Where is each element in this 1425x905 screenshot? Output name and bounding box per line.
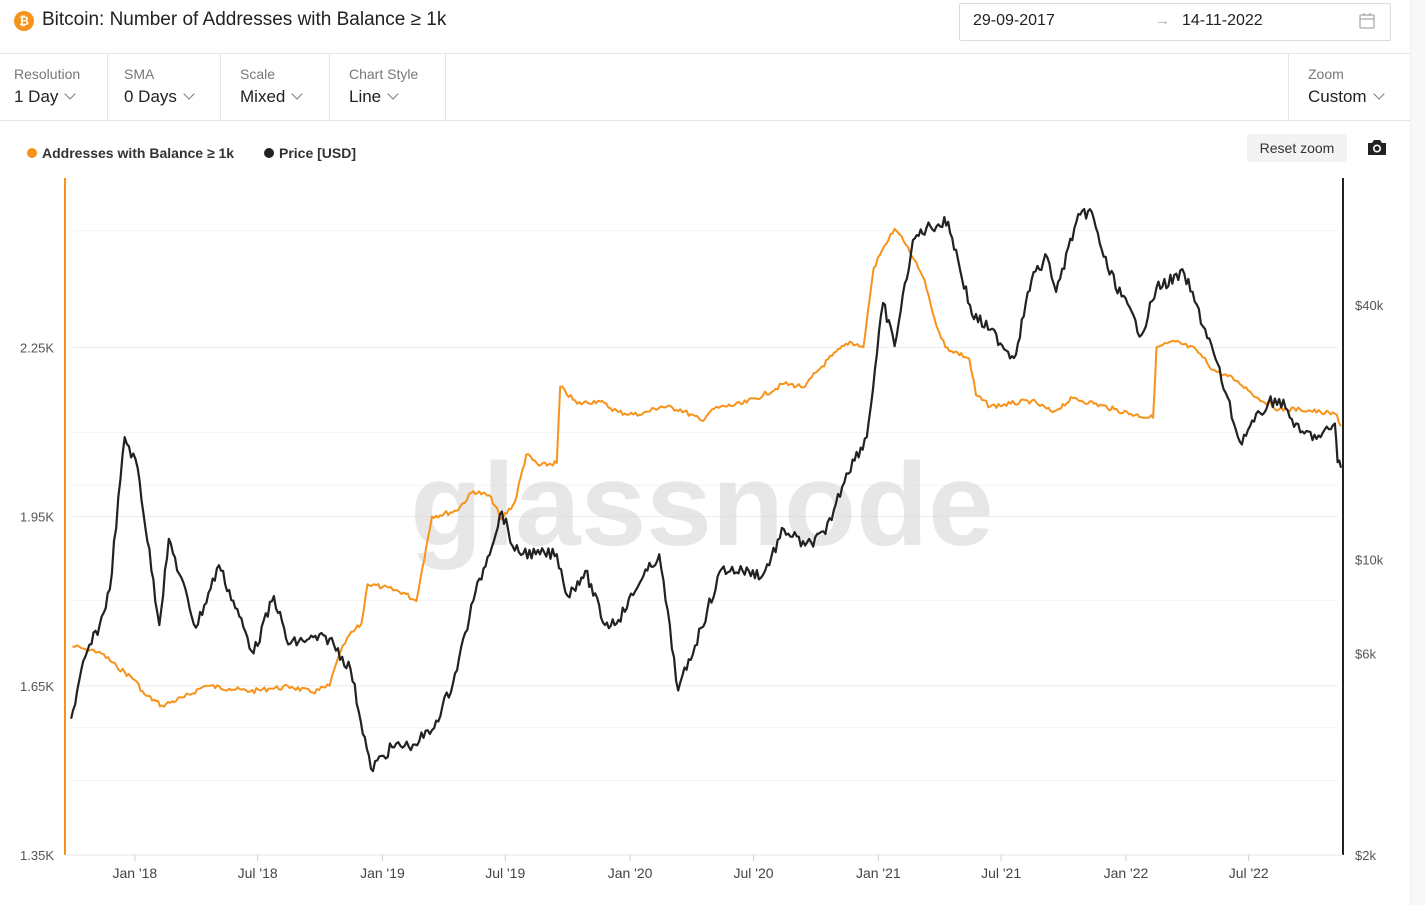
chart-legend: Addresses with Balance ≥ 1k Price [USD] [27,145,382,161]
y-right-tick-label: $40k [1355,298,1384,313]
chevron-down-icon [291,88,304,100]
legend-item-price[interactable]: Price [USD] [264,145,356,161]
y-left-tick-label: 1.35K [20,848,54,863]
resolution-value[interactable]: 1 Day [14,87,77,107]
zoom-dropdown[interactable]: Zoom Custom [1288,54,1411,120]
x-tick-label: Jul '22 [1229,865,1269,881]
scale-label: Scale [240,66,276,82]
chart-style-value[interactable]: Line [349,87,399,107]
x-tick-label: Jan '22 [1104,865,1149,881]
chevron-down-icon [64,88,77,100]
x-tick-label: Jan '18 [113,865,158,881]
camera-icon[interactable] [1366,138,1388,156]
y-left-tick-label: 1.95K [20,510,54,525]
y-right-tick-label: $2k [1355,848,1376,863]
x-tick-label: Jul '19 [485,865,525,881]
y-left-tick-label: 1.65K [20,679,54,694]
scale-dropdown[interactable]: Scale Mixed [221,54,330,120]
date-to-field[interactable]: 14-11-2022 [1182,12,1263,29]
bitcoin-icon: ₿ [14,11,34,31]
date-range-picker[interactable]: 29-09-2017 → 14-11-2022 [959,3,1391,41]
x-tick-label: Jul '21 [981,865,1021,881]
y-left-tick-label: 2.25K [20,340,54,355]
series-line-price [70,207,1343,773]
y-right-tick-label: $6k [1355,646,1376,661]
sma-label: SMA [124,66,155,82]
calendar-icon[interactable] [1359,12,1375,29]
watermark-text: glassnode [410,439,994,571]
resolution-label: Resolution [14,66,81,82]
x-tick-label: Jan '19 [360,865,405,881]
chevron-down-icon [1372,88,1385,100]
x-tick-label: Jul '20 [734,865,774,881]
scrollbar[interactable] [1410,0,1425,905]
chevron-down-icon [183,88,195,100]
legend-label-price: Price [USD] [279,145,357,161]
legend-item-addresses[interactable]: Addresses with Balance ≥ 1k [27,145,234,161]
arrow-right-icon: → [1155,12,1170,29]
x-tick-label: Jan '21 [856,865,901,881]
sma-value[interactable]: 0 Days [124,87,195,107]
reset-zoom-button[interactable]: Reset zoom [1247,134,1347,162]
page-title: Bitcoin: Number of Addresses with Balanc… [42,9,447,30]
zoom-value[interactable]: Custom [1308,87,1385,107]
header-bar: ₿ Bitcoin: Number of Addresses with Bala… [0,0,1425,54]
resolution-dropdown[interactable]: Resolution 1 Day [0,54,108,120]
legend-dot-price [264,148,274,158]
zoom-label: Zoom [1308,66,1344,82]
legend-label-addresses: Addresses with Balance ≥ 1k [42,145,235,161]
scale-value[interactable]: Mixed [240,87,304,107]
x-tick-label: Jan '20 [608,865,653,881]
chart-style-label: Chart Style [349,66,419,82]
chart-controls: Resolution 1 Day SMA 0 Days Scale Mixed … [0,54,1410,121]
chevron-down-icon [387,88,399,100]
series-line-addresses [72,227,1342,708]
sma-dropdown[interactable]: SMA 0 Days [108,54,221,120]
x-tick-label: Jul '18 [238,865,278,881]
chart-style-dropdown[interactable]: Chart Style Line [330,54,446,120]
legend-dot-addresses [27,148,37,158]
y-right-tick-label: $10k [1355,553,1384,568]
date-from-field[interactable]: 29-09-2017 [973,12,1055,29]
chart-area[interactable]: glassnode 1.35K 1.65K 1.95K 2.25K $2k $6k $10k $… [0,170,1410,905]
